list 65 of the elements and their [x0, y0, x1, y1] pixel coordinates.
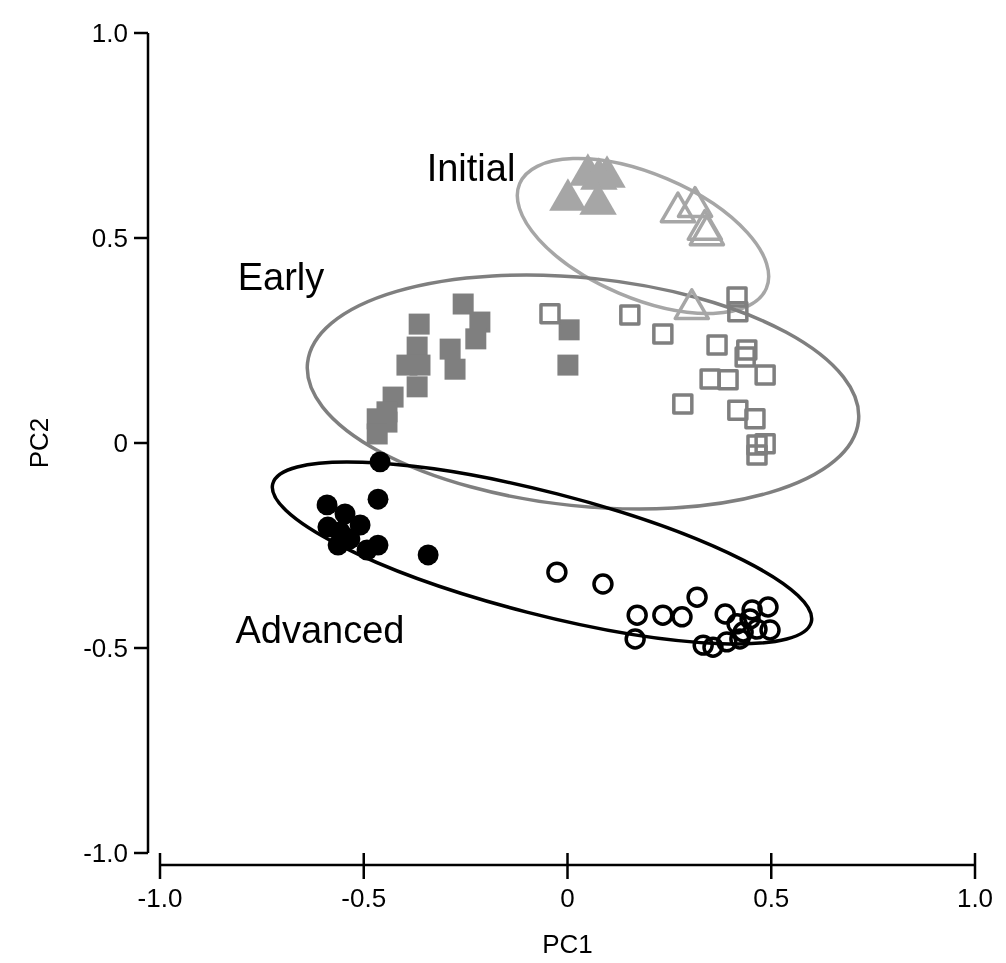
point — [672, 393, 694, 415]
x-tick-label: 0 — [560, 883, 575, 913]
point — [546, 561, 568, 583]
point — [746, 434, 768, 456]
point — [702, 636, 724, 658]
point — [746, 444, 768, 466]
point — [417, 544, 439, 566]
point — [539, 303, 561, 325]
point — [744, 408, 766, 430]
point — [366, 423, 388, 445]
point — [356, 539, 378, 561]
point — [741, 599, 763, 621]
point — [717, 369, 739, 391]
point — [726, 613, 748, 635]
x-axis-title: PC1 — [542, 929, 593, 959]
point — [626, 604, 648, 626]
point — [739, 608, 761, 630]
point — [452, 293, 474, 315]
point — [716, 631, 738, 653]
y-tick-label: 0 — [113, 428, 128, 459]
point — [369, 451, 391, 473]
x-tick-label: 0.5 — [753, 883, 790, 913]
point — [736, 339, 758, 361]
point — [406, 376, 428, 398]
y-axis-title: PC2 — [24, 417, 54, 469]
x-tick-label: -1.0 — [137, 883, 183, 913]
point — [757, 596, 779, 618]
point — [592, 573, 614, 595]
point — [699, 368, 721, 390]
point — [671, 606, 693, 628]
y-tick-label: -0.5 — [83, 633, 128, 664]
point — [409, 354, 431, 376]
point — [727, 399, 749, 421]
point — [706, 334, 728, 356]
y-tick-label: 1.0 — [91, 18, 128, 49]
point — [759, 619, 781, 641]
point — [439, 338, 461, 360]
point — [444, 358, 466, 380]
point — [557, 354, 579, 376]
x-tick-label: 1.0 — [956, 883, 994, 913]
point — [734, 346, 756, 368]
point — [726, 286, 748, 308]
point — [316, 494, 338, 516]
point — [408, 313, 430, 335]
annotation: Initial — [426, 147, 516, 190]
point — [652, 323, 674, 345]
point — [558, 319, 580, 341]
point — [692, 634, 714, 656]
y-tick-label: -1.0 — [83, 838, 128, 869]
point — [465, 328, 487, 350]
point — [754, 364, 776, 386]
point — [652, 604, 674, 626]
point — [727, 301, 749, 323]
annotation: Early — [237, 256, 325, 299]
point — [754, 433, 776, 455]
y-tick-label: 0.5 — [91, 223, 128, 254]
point — [746, 618, 768, 640]
point — [686, 586, 708, 608]
point — [624, 628, 646, 650]
x-tick-label: -0.5 — [341, 883, 387, 913]
point — [367, 488, 389, 510]
annotation: Advanced — [235, 609, 405, 652]
point — [714, 603, 736, 625]
point — [619, 304, 641, 326]
point — [334, 503, 356, 525]
